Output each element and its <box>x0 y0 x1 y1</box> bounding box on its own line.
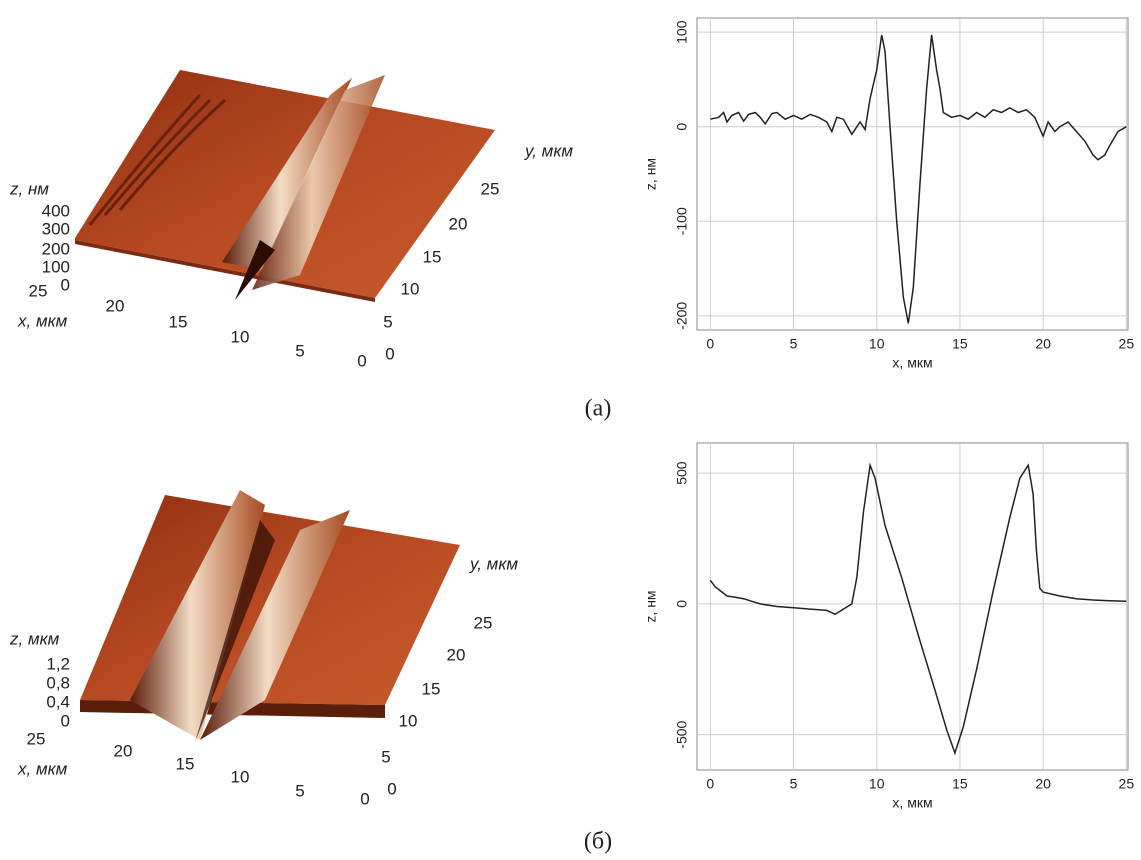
y-tick-label: 10 <box>401 279 420 298</box>
x-tick-label: 20 <box>106 296 125 315</box>
z-tick-label: 0 <box>61 711 70 730</box>
y-tick-label: 0 <box>674 123 690 131</box>
x-tick-label: 25 <box>27 729 46 748</box>
z-tick-label: 400 <box>42 201 70 220</box>
x-tick-label: 0 <box>357 351 366 370</box>
x-tick-label: 25 <box>29 281 48 300</box>
x-tick-label: 20 <box>1035 776 1051 792</box>
z-tick-label: 0,8 <box>46 673 70 692</box>
x-axis-title: x, мкм <box>892 795 932 811</box>
z-tick-label: 0,4 <box>46 692 70 711</box>
x-axis-title: x, мкм <box>17 311 68 330</box>
x-tick-label: 10 <box>869 776 885 792</box>
line-series <box>710 465 1126 753</box>
caption: (б) <box>584 829 612 855</box>
y-tick-label: 20 <box>449 214 468 233</box>
x-tick-label: 0 <box>706 336 714 352</box>
caption: (а) <box>585 396 612 422</box>
figure: 0510152025-200-1000100x, мкмz, нм0510152… <box>0 0 1141 855</box>
y-tick-label: -100 <box>674 207 690 235</box>
y-tick-label: 5 <box>381 747 390 766</box>
x-tick-label: 0 <box>360 789 369 808</box>
y-tick-label: 500 <box>674 461 690 485</box>
z-axis-title: z, нм <box>9 179 49 198</box>
y-tick-label: 0 <box>387 779 396 798</box>
z-tick-label: 300 <box>42 219 70 238</box>
y-axis-title: y, мкм <box>524 141 573 160</box>
plot-area <box>697 18 1128 330</box>
x-tick-label: 20 <box>1035 336 1051 352</box>
x-axis-title: x, мкм <box>17 759 68 778</box>
y-tick-label: 25 <box>474 613 493 632</box>
y-tick-label: 10 <box>399 711 418 730</box>
x-tick-label: 5 <box>790 336 798 352</box>
x-tick-label: 10 <box>231 767 250 786</box>
y-tick-label: 25 <box>481 179 500 198</box>
y-axis-title: z, нм <box>643 158 659 190</box>
y-tick-label: 20 <box>447 645 466 664</box>
line-series <box>710 35 1126 323</box>
x-tick-label: 15 <box>176 754 195 773</box>
z-tick-label: 200 <box>42 239 70 258</box>
y-tick-label: -500 <box>674 720 690 748</box>
x-tick-label: 15 <box>169 312 188 331</box>
x-tick-label: 5 <box>295 781 304 800</box>
plot-area <box>697 443 1128 770</box>
y-tick-label: -200 <box>674 302 690 330</box>
z-tick-label: 1,2 <box>46 654 70 673</box>
x-tick-label: 10 <box>869 336 885 352</box>
x-tick-label: 0 <box>706 776 714 792</box>
z-tick-label: 0 <box>61 275 70 294</box>
y-tick-label: 15 <box>422 679 441 698</box>
surface-b <box>80 490 460 742</box>
y-axis-title: z, нм <box>643 590 659 622</box>
x-tick-label: 25 <box>1119 776 1135 792</box>
y-tick-label: 0 <box>385 344 394 363</box>
y-axis-title: y, мкм <box>469 554 518 573</box>
surface-a <box>75 70 495 302</box>
x-tick-label: 5 <box>790 776 798 792</box>
y-tick-label: 100 <box>674 20 690 44</box>
x-tick-label: 20 <box>114 741 133 760</box>
x-tick-label: 15 <box>952 776 968 792</box>
z-tick-label: 100 <box>42 257 70 276</box>
y-tick-label: 15 <box>423 247 442 266</box>
z-axis-title: z, мкм <box>9 629 60 648</box>
x-tick-label: 10 <box>231 327 250 346</box>
y-tick-label: 0 <box>674 600 690 608</box>
x-axis-title: x, мкм <box>892 355 932 371</box>
x-tick-label: 15 <box>952 336 968 352</box>
x-tick-label: 5 <box>295 341 304 360</box>
y-tick-label: 5 <box>383 312 392 331</box>
x-tick-label: 25 <box>1119 336 1135 352</box>
